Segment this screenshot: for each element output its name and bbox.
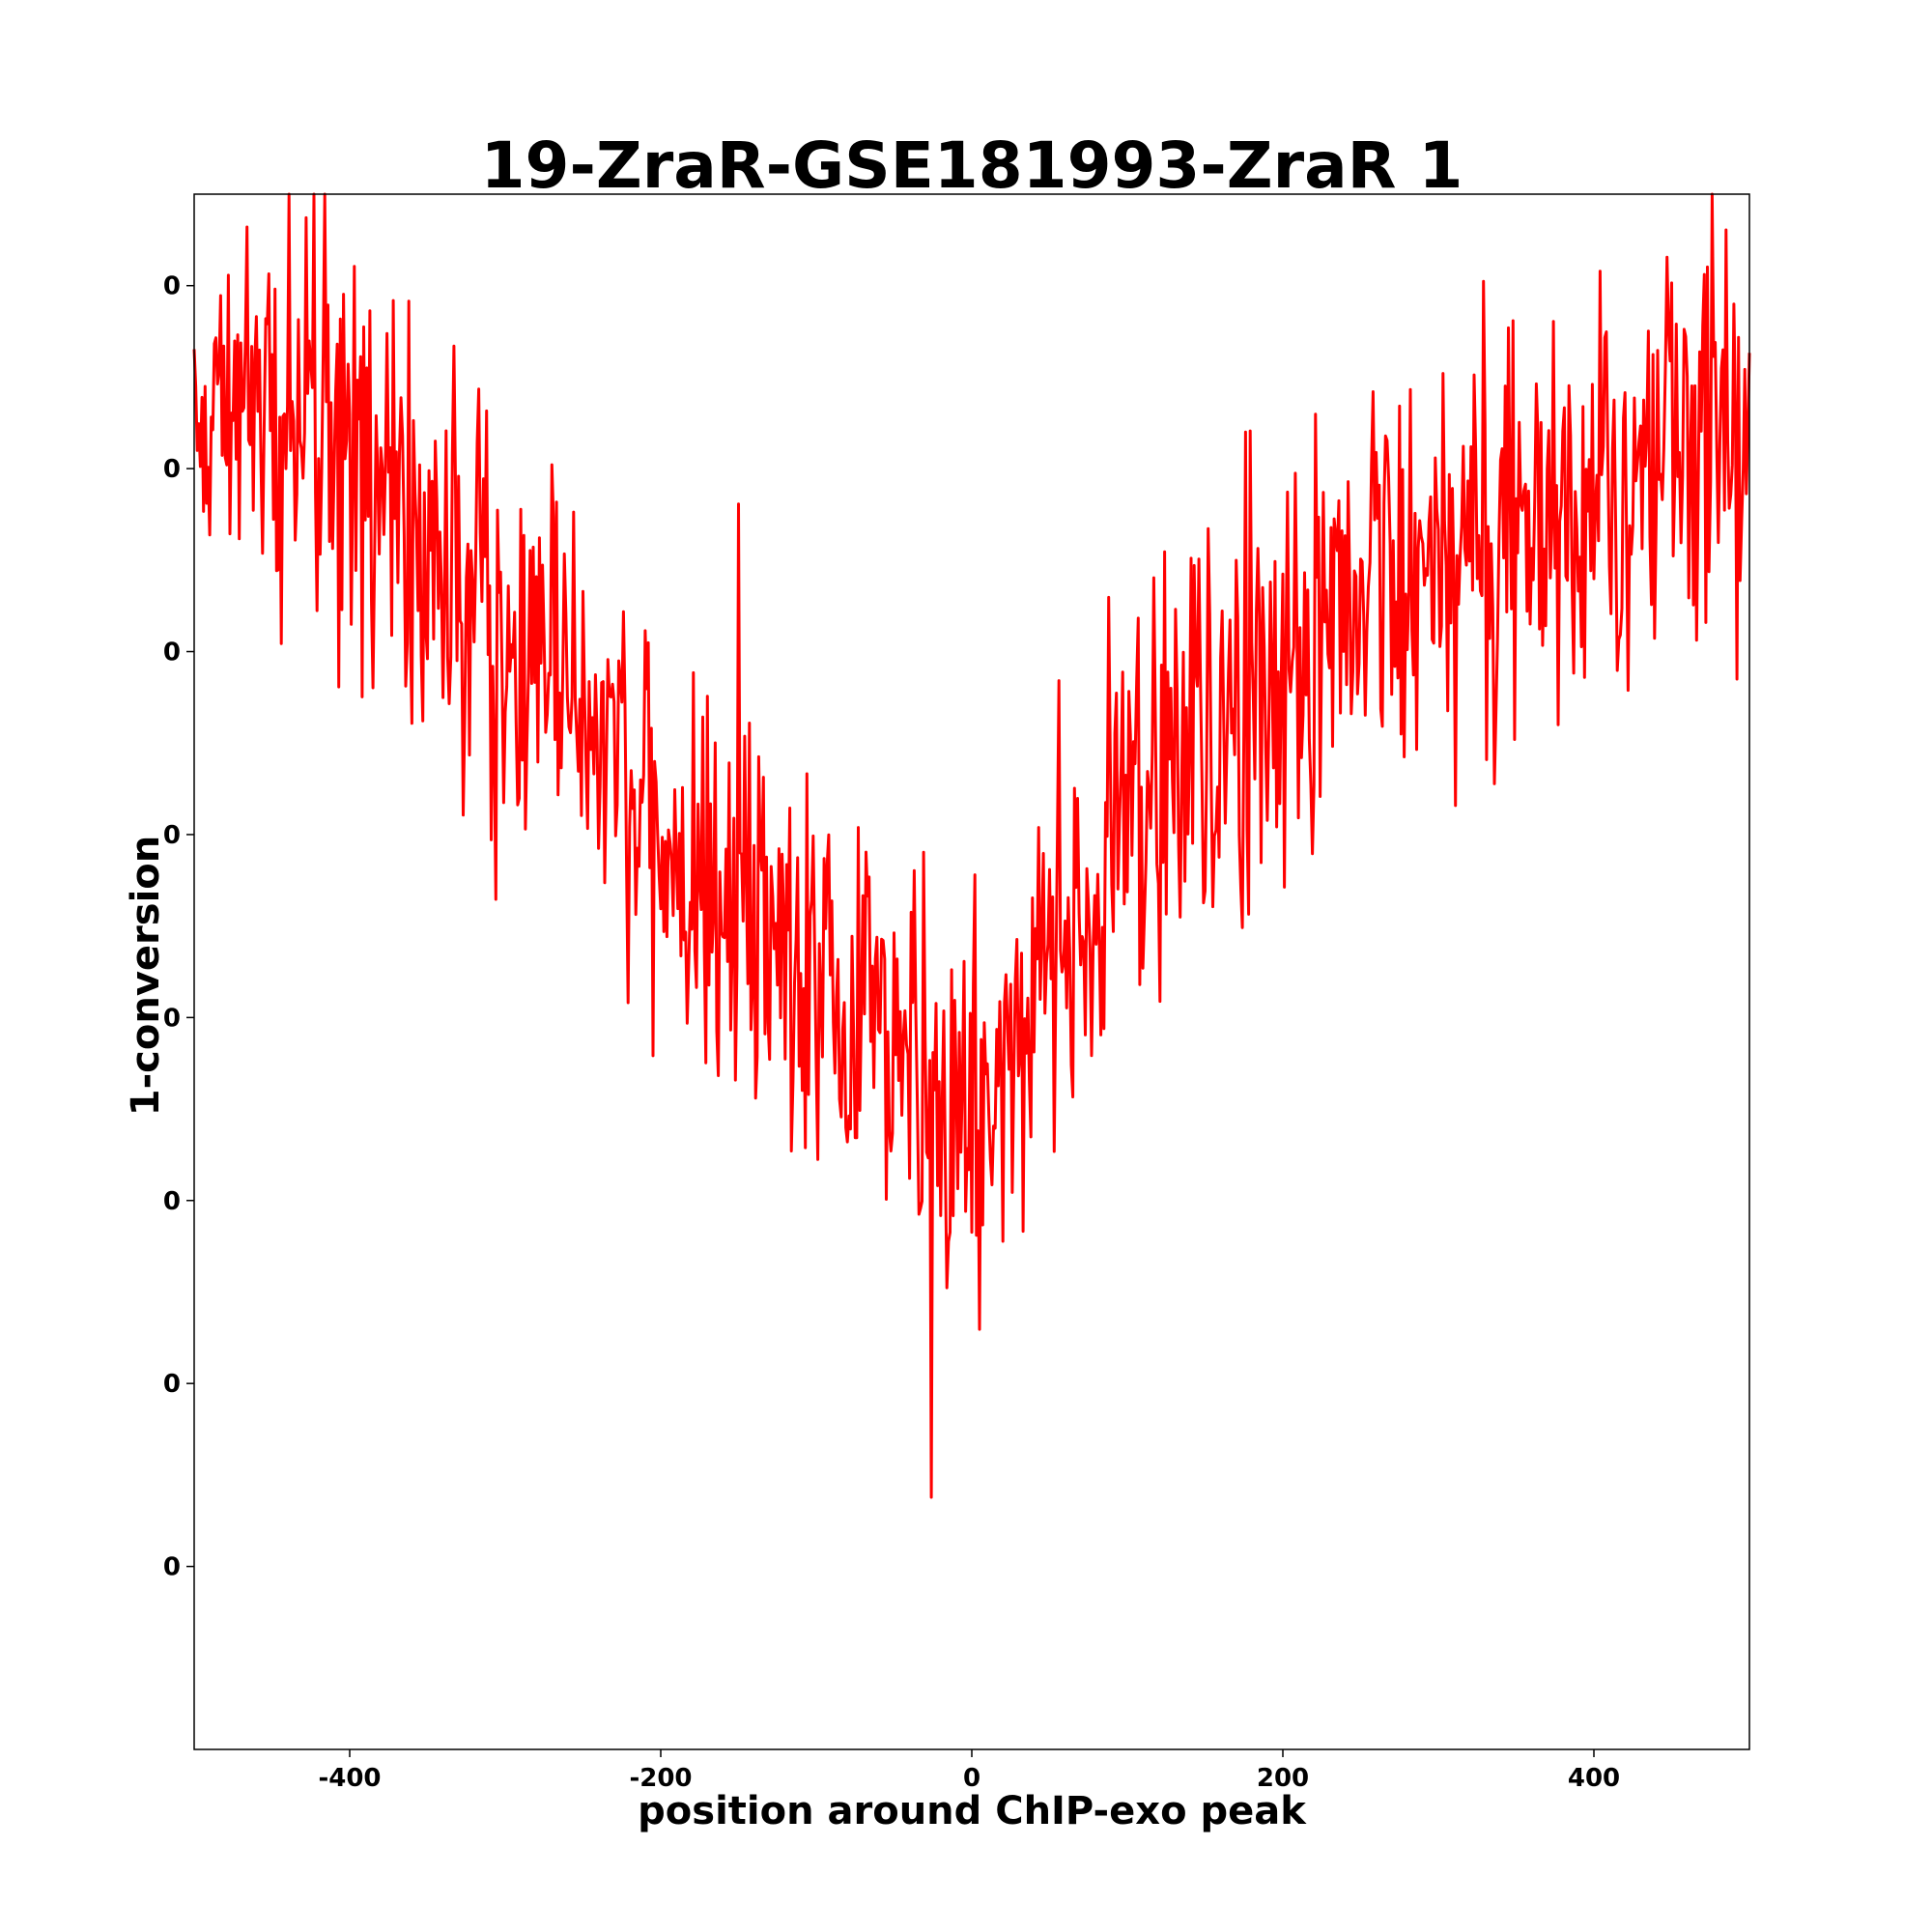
- x-tick-label: 400: [1568, 1764, 1620, 1793]
- y-tick-label: 0: [163, 1187, 181, 1216]
- series-line-0: [192, 192, 1751, 1499]
- x-tick-label: 200: [1257, 1764, 1309, 1793]
- x-tick-label: 0: [963, 1764, 980, 1793]
- y-tick-label: 0: [163, 1004, 181, 1033]
- chart-title: 19-ZraR-GSE181993-ZraR 1: [481, 128, 1463, 203]
- y-tick-label: 0: [163, 455, 181, 484]
- plot-frame: [193, 193, 1750, 1750]
- y-tick-label: 0: [163, 272, 181, 301]
- x-axis-label: position around ChIP-exo peak: [638, 1789, 1307, 1833]
- y-axis: 0 0 0 0 0 0 0 0: [163, 272, 194, 1582]
- x-tick-label: -400: [318, 1764, 381, 1793]
- y-tick-label: 0: [163, 821, 181, 850]
- x-tick-label: -200: [629, 1764, 692, 1793]
- y-axis-label: 1-conversion: [124, 836, 168, 1117]
- y-tick-label: 0: [163, 1370, 181, 1399]
- plot-area: [192, 192, 1751, 1499]
- y-tick-label: 0: [163, 639, 181, 668]
- x-axis: -400 -200 0 200 400: [318, 1749, 1620, 1793]
- y-tick-label: 0: [163, 1553, 181, 1582]
